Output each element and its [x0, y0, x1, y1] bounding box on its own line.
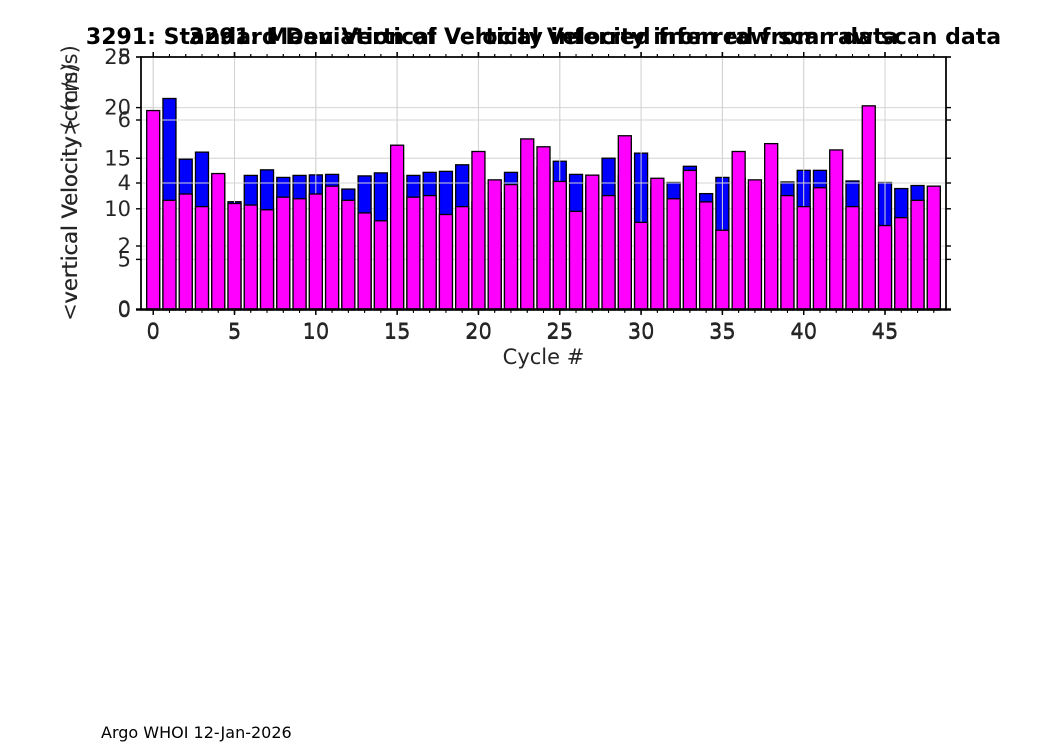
- bar: [162, 199, 177, 310]
- x-tick-label: 35: [709, 319, 736, 343]
- bar: [633, 221, 649, 310]
- bar: [471, 150, 486, 310]
- y-axis-label: vertical Velocity (cm/s): [58, 63, 82, 303]
- bar: [276, 196, 291, 310]
- x-tick-label: 25: [546, 320, 573, 344]
- y-axis-label: <vertical Velocity> (cm/s): [58, 45, 82, 321]
- y-tick-label: 5: [118, 248, 131, 272]
- bar: [682, 169, 698, 310]
- bar: [487, 179, 502, 310]
- bar: [406, 196, 421, 310]
- bar: [568, 210, 584, 310]
- bar: [926, 185, 941, 310]
- y-tick-label: 8: [118, 45, 131, 69]
- bar: [324, 185, 340, 310]
- bar: [146, 109, 161, 310]
- x-tick-label: 15: [384, 320, 411, 344]
- bar: [812, 187, 828, 310]
- bar: [845, 205, 860, 310]
- bar: [666, 198, 681, 310]
- x-tick-label: 0: [147, 319, 160, 343]
- x-tick-label: 5: [228, 320, 241, 344]
- y-tick-label: 2: [118, 234, 131, 258]
- bar: [910, 199, 925, 310]
- x-tick-label: 20: [465, 319, 492, 343]
- bar: [227, 202, 242, 310]
- bar: [373, 220, 389, 310]
- bar: [877, 224, 893, 310]
- bar: [650, 177, 665, 310]
- bar: [617, 135, 632, 310]
- bar: [552, 180, 567, 310]
- bar: [747, 179, 763, 310]
- x-tick-label: 30: [628, 319, 655, 343]
- y-tick-label: 0: [118, 297, 131, 321]
- y-tick-label: 25: [104, 45, 131, 69]
- bar: [715, 229, 730, 310]
- bar: [455, 205, 470, 310]
- bar: [357, 212, 372, 310]
- x-tick-label: 45: [872, 319, 899, 343]
- bar: [780, 194, 795, 310]
- x-tick-label: 35: [709, 320, 736, 344]
- x-tick-label: 15: [384, 319, 411, 343]
- bar: [796, 205, 811, 310]
- bar: [292, 198, 307, 310]
- bar: [422, 194, 437, 310]
- bar: [211, 172, 226, 310]
- y-tick-label: 6: [118, 108, 131, 132]
- bar: [341, 199, 356, 310]
- x-tick-label: 40: [790, 320, 817, 344]
- bar: [829, 149, 844, 310]
- bar: [698, 201, 714, 310]
- x-tick-label: 30: [628, 320, 655, 344]
- bar: [178, 193, 193, 310]
- bar: [389, 144, 405, 310]
- bar: [308, 193, 323, 310]
- bar: [894, 216, 909, 310]
- x-tick-label: 25: [546, 319, 573, 343]
- bar: [731, 150, 746, 310]
- bar: [194, 205, 210, 310]
- x-tick-label: 45: [872, 320, 899, 344]
- y-tick-label: 15: [104, 146, 131, 170]
- y-tick-label: 0: [118, 298, 131, 322]
- bar: [243, 204, 258, 310]
- footer-annotation: Argo WHOI 12-Jan-2026: [101, 723, 292, 742]
- bar: [503, 183, 519, 310]
- x-axis-label: Cycle #: [503, 345, 585, 369]
- y-tick-label: 4: [118, 171, 131, 195]
- bar: [438, 213, 454, 310]
- x-tick-label: 10: [302, 319, 329, 343]
- bar: [585, 174, 600, 310]
- chart-title: 3291: Mean Vertical Velocity inferred fr…: [189, 25, 899, 50]
- bar: [520, 138, 535, 310]
- x-tick-label: 5: [228, 319, 241, 343]
- x-tick-label: 40: [790, 319, 817, 343]
- x-tick-label: 10: [302, 320, 329, 344]
- x-tick-label: 20: [465, 320, 492, 344]
- bar: [601, 194, 616, 310]
- x-tick-label: 0: [147, 320, 160, 344]
- y-tick-label: 10: [104, 197, 131, 221]
- chart-title: 3291: Standard Deviation of Vertical Vel…: [86, 25, 1001, 50]
- bar: [861, 105, 876, 310]
- bar: [536, 146, 551, 310]
- bar: [259, 209, 275, 310]
- bar: [764, 142, 779, 310]
- y-tick-label: 20: [104, 96, 131, 120]
